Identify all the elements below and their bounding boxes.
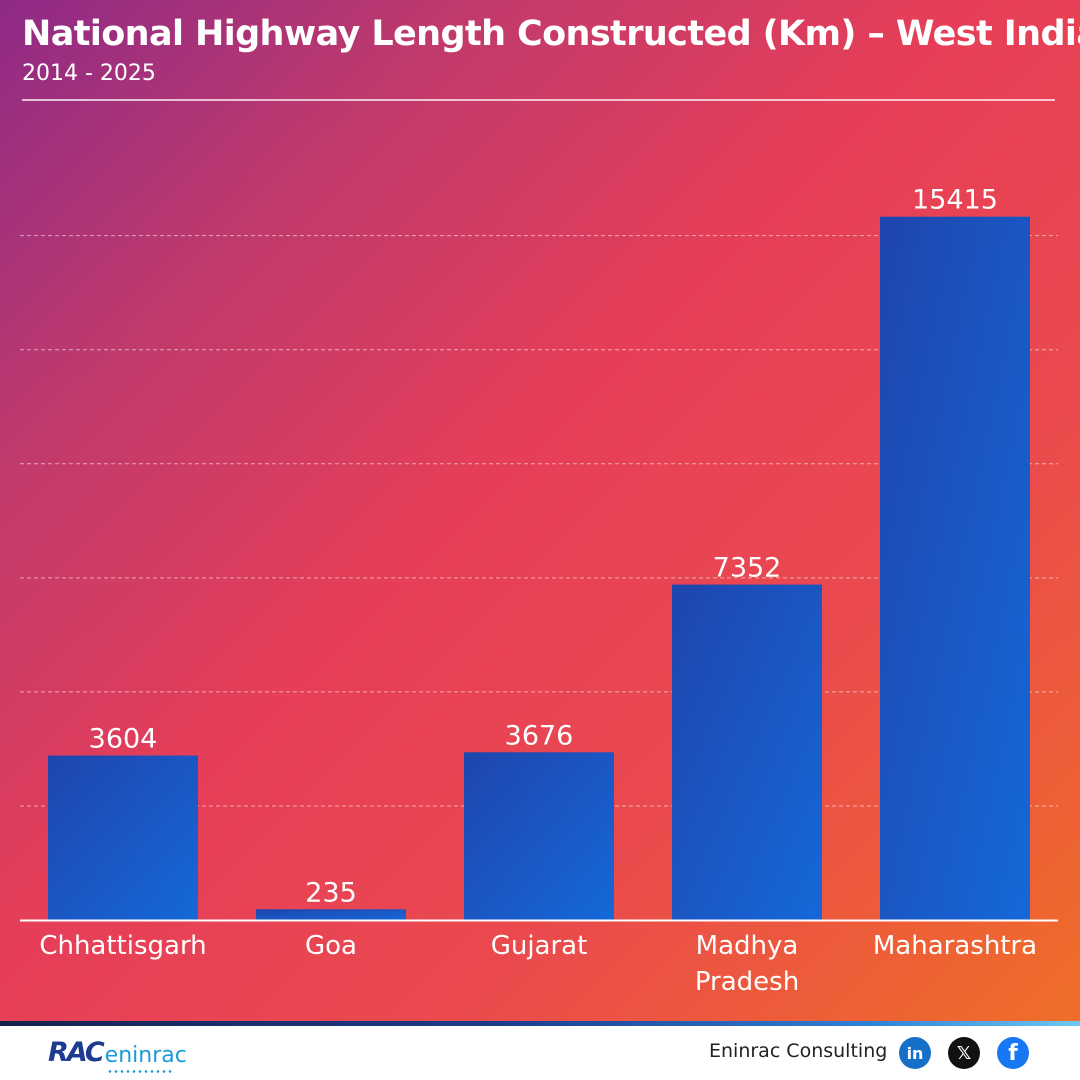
bar-chhattisgarh (48, 755, 198, 920)
data-label: 15415 (912, 185, 998, 216)
data-label: 3676 (505, 720, 574, 751)
data-label: 3604 (89, 724, 158, 755)
category-tick-label: Goa (305, 931, 357, 961)
footer-bar: RAC eninrac Eninrac Consulting in 𝕏 f (0, 1026, 1080, 1080)
page-title: National Highway Length Constructed (Km)… (22, 14, 1080, 54)
facebook-icon[interactable]: f (997, 1037, 1029, 1069)
logo-mark: RAC (48, 1037, 105, 1068)
bar-goa (256, 909, 406, 920)
brand-name: Eninrac Consulting (709, 1040, 888, 1062)
data-label: 7352 (713, 553, 782, 584)
logo-wordmark: eninrac (105, 1043, 187, 1073)
category-tick-label: Chhattisgarh (39, 931, 206, 961)
bar-madhya-pradesh (672, 584, 822, 920)
category-tick-label: Gujarat (491, 931, 588, 961)
bar-gujarat (464, 752, 614, 920)
category-tick-label: Madhya Pradesh (695, 931, 799, 997)
bar-maharashtra (880, 216, 1030, 921)
footer-accent-strip (0, 1021, 1080, 1026)
title-divider (22, 99, 1055, 101)
x-icon[interactable]: 𝕏 (948, 1037, 980, 1069)
category-tick-label: Maharashtra (873, 931, 1037, 961)
data-label: 235 (305, 877, 357, 908)
linkedin-icon[interactable]: in (899, 1037, 931, 1069)
page-subtitle: 2014 - 2025 (22, 61, 156, 86)
eninrac-logo: RAC eninrac (48, 1036, 187, 1073)
